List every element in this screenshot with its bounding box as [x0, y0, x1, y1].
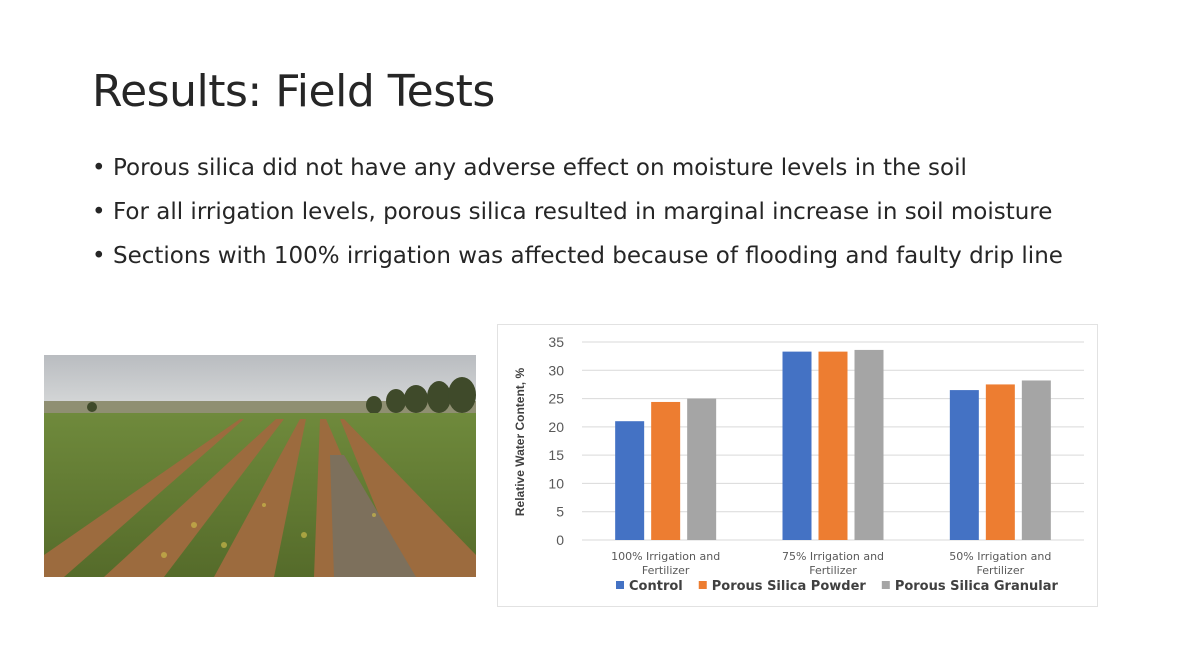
legend-swatch: [698, 581, 707, 589]
y-tick-label: 20: [548, 419, 564, 435]
legend: Control Porous Silica Powder Porous Silica…: [616, 579, 1058, 594]
bullet-item: • For all irrigation levels, porous silic…: [92, 196, 1102, 228]
y-axis-label: Relative Water Content, %: [513, 368, 527, 517]
legend-label: Porous Silica Powder: [712, 579, 867, 594]
category-label: Fertilizer: [809, 564, 857, 577]
bullet-glyph: •: [92, 199, 106, 225]
bars: [615, 349, 1051, 540]
bar: [1021, 380, 1051, 540]
y-tick-label: 25: [548, 391, 564, 407]
bar: [782, 351, 812, 540]
slide-title: Results: Field Tests: [92, 66, 495, 117]
y-tick-label: 5: [556, 504, 564, 520]
legend-label: Control: [629, 579, 683, 594]
field-photo: [44, 355, 476, 577]
bar-chart: 0 5 10 15 20 25 30 35 100% Irrigation and Fertil…: [497, 324, 1098, 607]
category-label: 50% Irrigation and: [949, 550, 1051, 563]
bullet-item: • Sections with 100% irrigation was affec…: [92, 240, 1102, 272]
category-label: Fertilizer: [977, 564, 1025, 577]
y-tick-label: 10: [548, 475, 564, 491]
bar: [687, 398, 717, 540]
category-label: Fertilizer: [642, 564, 690, 577]
legend-swatch: [881, 581, 890, 589]
bar: [615, 421, 645, 540]
y-tick-label: 15: [548, 447, 564, 463]
bullet-text: Sections with 100% irrigation was affect…: [113, 243, 1063, 269]
y-tick-label: 35: [548, 334, 564, 350]
bar: [985, 384, 1015, 540]
y-tick-labels: 0 5 10 15 20 25 30 35: [548, 334, 564, 548]
category-label: 100% Irrigation and: [611, 550, 720, 563]
bullet-text: For all irrigation levels, porous silica…: [113, 199, 1053, 225]
category-label: 75% Irrigation and: [782, 550, 884, 563]
y-tick-label: 0: [556, 532, 564, 548]
bar: [854, 349, 884, 540]
bar: [949, 390, 979, 540]
bar: [818, 351, 848, 540]
y-tick-label: 30: [548, 362, 564, 378]
bullet-item: • Porous silica did not have any adverse …: [92, 152, 1102, 184]
bullet-glyph: •: [92, 243, 106, 269]
legend-label: Porous Silica Granular: [895, 579, 1059, 594]
bullet-glyph: •: [92, 155, 106, 181]
bar: [651, 401, 681, 540]
bullet-list: • Porous silica did not have any adverse …: [92, 152, 1102, 284]
legend-swatch: [616, 581, 624, 589]
bullet-text: Porous silica did not have any adverse e…: [113, 155, 967, 181]
field-photo-illustration: [44, 355, 476, 577]
